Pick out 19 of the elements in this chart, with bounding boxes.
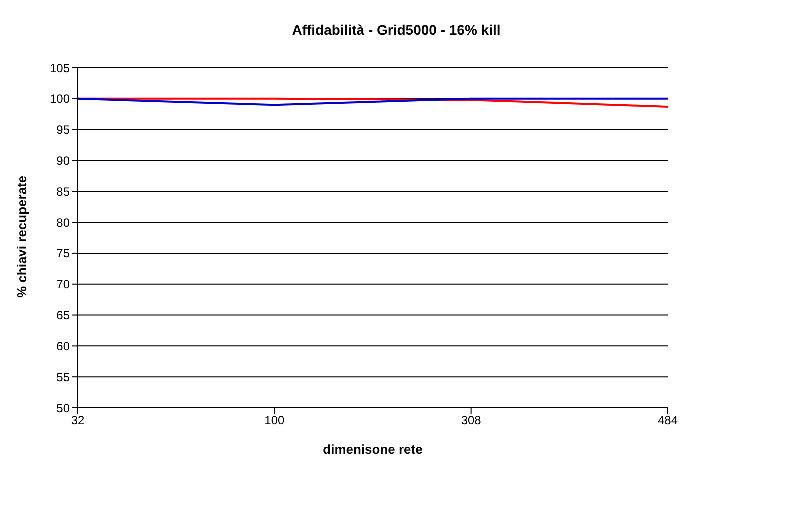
y-tick-label: 60 <box>56 339 70 354</box>
y-tick-label: 90 <box>56 154 70 168</box>
y-tick-label: 50 <box>56 401 70 416</box>
y-tick-label: 65 <box>56 308 70 323</box>
y-tick-label: 95 <box>56 123 70 138</box>
y-tick-label: 105 <box>50 61 70 76</box>
x-tick-label: 484 <box>658 414 678 428</box>
y-axis-title: % chiavi recuperate <box>14 176 30 298</box>
y-tick-label: 100 <box>50 92 70 106</box>
y-tick-label: 85 <box>56 184 70 199</box>
y-tick-label: 80 <box>56 216 70 230</box>
x-tick-label: 32 <box>71 414 85 428</box>
y-tick-label: 70 <box>56 278 70 292</box>
x-tick-label: 100 <box>264 414 285 428</box>
chart-title: Affidabilità - Grid5000 - 16% kill <box>291 21 502 38</box>
y-tick-label: 55 <box>56 370 70 384</box>
x-axis-title: dimenisone rete <box>323 442 423 457</box>
x-tick-label: 308 <box>461 414 482 428</box>
y-tick-label: 75 <box>56 246 70 261</box>
